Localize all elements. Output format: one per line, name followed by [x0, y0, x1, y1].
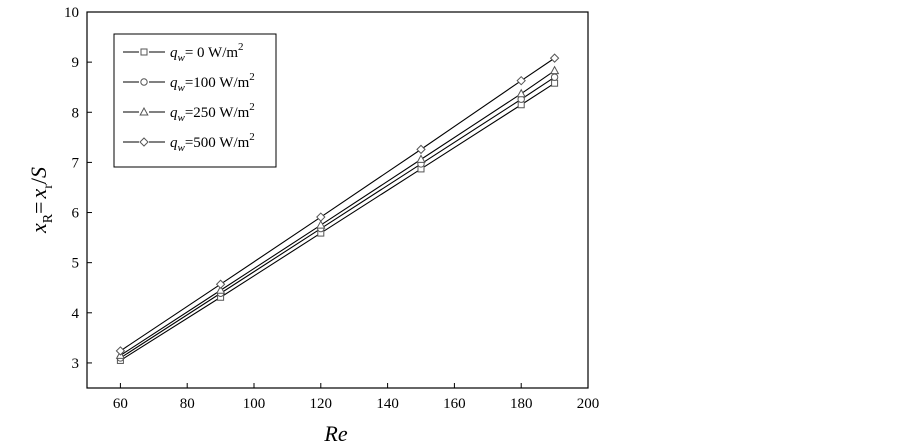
- data-point-triangle: [516, 88, 526, 98]
- legend-q: q: [170, 135, 178, 151]
- y-title-s: S: [26, 167, 51, 178]
- series-line-square: [120, 82, 555, 361]
- legend-label: qw=250 W/m2: [170, 101, 255, 124]
- legend-label: qw= 0 W/m2: [170, 41, 244, 64]
- legend-value: =100 W/m: [185, 75, 250, 91]
- y-title-sub2: r: [41, 184, 56, 189]
- y-title-x1: x: [26, 223, 51, 234]
- y-tick-label: 9: [72, 55, 80, 71]
- data-point-triangle: [549, 65, 560, 75]
- legend-sup: 2: [249, 131, 255, 143]
- x-tick-label: 200: [577, 396, 600, 412]
- series-line-circle: [120, 76, 555, 359]
- legend-sub: w: [178, 52, 186, 64]
- y-title-slash: /: [26, 177, 51, 184]
- legend-sup: 2: [249, 71, 255, 83]
- plot-frame: [86, 11, 589, 389]
- data-point-diamond: [316, 212, 326, 222]
- data-point-square: [551, 79, 559, 87]
- series-line-diamond: [120, 57, 555, 352]
- legend-label: qw=500 W/m2: [170, 131, 255, 154]
- series-lines: [120, 57, 555, 361]
- y-title-sub1: R: [41, 213, 56, 223]
- legend-q: q: [170, 45, 178, 61]
- legend-marker-diamond: [139, 137, 149, 147]
- legend-marker-circle: [140, 78, 148, 86]
- data-point-diamond: [549, 53, 560, 63]
- legend-value: = 0 W/m: [185, 45, 239, 61]
- y-tick-label: 3: [72, 356, 80, 372]
- x-tick-label: 160: [443, 396, 466, 412]
- legend-sup: 2: [238, 41, 244, 53]
- data-point-circle: [550, 73, 559, 81]
- legend-sub: w: [178, 142, 186, 154]
- legend-marker-square: [140, 48, 148, 56]
- x-tick-label: 140: [376, 396, 399, 412]
- y-axis-title: xR=xr/S: [26, 167, 56, 234]
- data-point-triangle: [316, 220, 326, 229]
- legend-q: q: [170, 105, 178, 121]
- x-tick-label: 80: [180, 396, 195, 412]
- x-axis-title: Re: [323, 421, 347, 443]
- x-tick-label: 100: [243, 396, 266, 412]
- axis-ticks: 60 80 100 120 140 160 180 200 3 4 5 6 7 8 9 10: [64, 5, 599, 412]
- legend-sub: w: [178, 82, 186, 94]
- data-point-triangle: [416, 154, 426, 163]
- y-tick-label: 7: [72, 155, 80, 171]
- legend-value: =250 W/m: [185, 105, 250, 121]
- data-point-diamond: [115, 346, 126, 356]
- y-title-eq: =: [26, 202, 51, 214]
- y-tick-label: 8: [72, 105, 80, 121]
- data-markers: [115, 53, 560, 364]
- legend-sub: w: [178, 112, 186, 124]
- data-point-diamond: [416, 144, 426, 155]
- legend-label: qw=100 W/m2: [170, 71, 255, 94]
- x-tick-label: 120: [310, 396, 333, 412]
- y-tick-label: 4: [72, 306, 80, 322]
- legend-value: =500 W/m: [185, 135, 250, 151]
- legend-marker-triangle: [139, 106, 149, 116]
- x-tick-label: 180: [510, 396, 533, 412]
- y-title-x2: x: [26, 189, 51, 200]
- series-line-triangle: [120, 70, 555, 356]
- legend-q: q: [170, 75, 178, 91]
- y-tick-label: 5: [72, 256, 80, 272]
- data-point-diamond: [215, 279, 226, 289]
- y-tick-label: 10: [64, 5, 79, 21]
- y-tick-label: 6: [72, 206, 80, 222]
- data-point-diamond: [516, 75, 526, 86]
- data-point-triangle: [215, 285, 226, 294]
- x-tick-label: 60: [113, 396, 128, 412]
- legend-sup: 2: [249, 101, 255, 113]
